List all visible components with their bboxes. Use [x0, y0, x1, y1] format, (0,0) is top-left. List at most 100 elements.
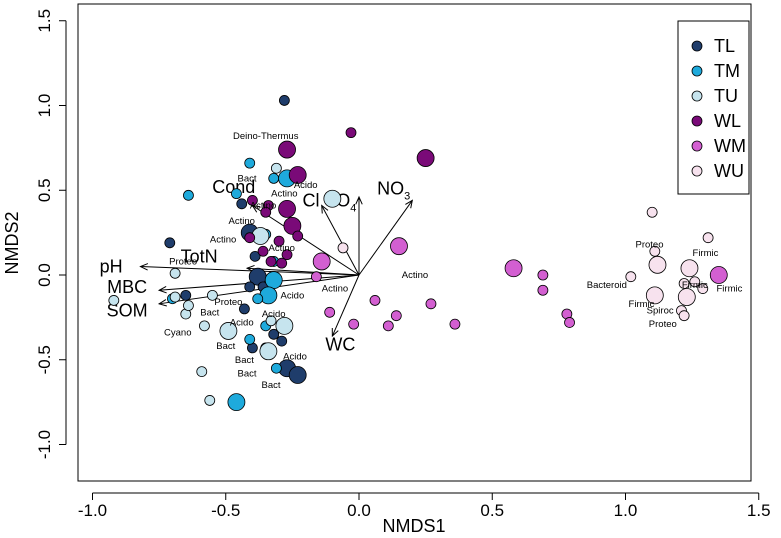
taxa-label: Acido	[262, 309, 286, 320]
point-tu	[199, 320, 210, 332]
vector-arrow	[252, 205, 360, 276]
point-tl	[268, 328, 280, 340]
vector-label-subscript: 3	[404, 191, 410, 203]
point-wu	[680, 259, 699, 278]
legend-swatch-wl	[691, 115, 703, 127]
point-tl	[236, 198, 248, 210]
legend-swatch-tm	[691, 65, 703, 77]
point-tu	[169, 291, 181, 303]
taxa-label: Firmic	[629, 299, 655, 310]
point-tu	[169, 267, 181, 279]
point-tm	[227, 393, 246, 412]
point-wm	[312, 252, 331, 271]
point-wu	[645, 286, 664, 305]
legend-label-tl: TL	[714, 36, 735, 56]
vector-arrowhead	[157, 299, 167, 307]
legend-label-wl: WL	[714, 111, 741, 131]
point-tl	[278, 95, 290, 106]
point-tm	[268, 172, 280, 184]
point-tm	[231, 188, 242, 200]
taxa-label: Actino	[269, 243, 295, 254]
point-wm	[709, 266, 728, 284]
taxa-label: Actino	[271, 189, 297, 200]
point-wl	[273, 235, 285, 247]
x-tick-label: 1.0	[614, 501, 638, 520]
x-tick-label: 0.0	[347, 501, 371, 520]
taxa-label: Acido	[283, 351, 307, 362]
vector-label-main: pH	[100, 257, 123, 277]
vector-label: pH	[100, 257, 123, 277]
point-wl	[283, 216, 302, 235]
point-wm	[310, 271, 322, 283]
point-wl	[260, 206, 272, 218]
taxa-label: Bact	[238, 173, 257, 184]
legend-swatch-wu	[691, 165, 703, 177]
y-tick-label: -0.5	[35, 345, 54, 374]
vector-arrow	[358, 200, 413, 276]
point-tm	[244, 157, 256, 169]
point-tl	[288, 366, 307, 384]
point-wm	[537, 269, 549, 281]
legend-label-tu: TU	[714, 86, 738, 106]
point-wm	[382, 320, 394, 332]
point-wu	[678, 310, 690, 322]
taxa-label: Acido	[230, 317, 254, 328]
vector-label: SOM	[107, 301, 148, 321]
taxa-label: Firmic	[717, 284, 743, 295]
taxa-label: Actino	[210, 234, 236, 245]
taxa-label: Actino	[402, 270, 428, 281]
vector-label: NO3	[377, 179, 410, 203]
point-wm	[369, 295, 381, 306]
point-wl	[278, 140, 296, 159]
taxa-label: Acido	[294, 180, 318, 191]
vector-label-main: NO	[377, 179, 404, 199]
point-wm	[324, 306, 336, 318]
vector-label-main: TotN	[181, 246, 218, 266]
point-tu	[259, 342, 278, 361]
point-tu	[196, 366, 208, 378]
taxa-label: Bact	[238, 368, 257, 379]
point-wl	[278, 199, 296, 218]
vector-label: TotN	[181, 246, 218, 266]
point-wm	[390, 237, 408, 256]
taxa-label: Bact	[200, 307, 219, 318]
y-tick-label: -1.0	[35, 430, 54, 459]
vector-arrow	[140, 266, 360, 276]
point-wl	[416, 149, 435, 167]
vector-label: MBC	[107, 277, 147, 297]
point-tu	[108, 295, 120, 306]
legend-swatch-wm	[691, 140, 703, 152]
point-tl	[239, 303, 250, 315]
point-tu	[323, 189, 342, 208]
taxa-label: Actino	[250, 201, 276, 212]
point-wu	[649, 245, 661, 257]
point-wu	[646, 206, 658, 218]
vector-arrow	[331, 274, 360, 337]
taxa-label: Proteo	[169, 256, 197, 267]
point-wl	[292, 230, 304, 242]
taxa-label: Bact	[216, 341, 235, 352]
taxa-label: Actino	[322, 284, 348, 295]
vector-label-subscript: 4	[350, 202, 356, 214]
x-axis-title: NMDS1	[382, 516, 445, 536]
point-tm	[183, 189, 194, 201]
vector-label-main: Cond	[212, 177, 255, 197]
point-tu	[265, 315, 277, 327]
taxa-label: Bact	[262, 380, 281, 391]
point-wu	[689, 276, 701, 288]
point-wm	[504, 259, 523, 278]
point-tu	[219, 322, 238, 340]
point-tm	[270, 362, 282, 374]
vector-arrowhead	[321, 204, 329, 214]
point-wm	[564, 317, 575, 328]
point-wl	[288, 166, 307, 184]
point-tl	[276, 335, 288, 347]
legend: TL TM TU WL WM WU	[677, 20, 750, 195]
taxa-label: Proteo	[214, 297, 242, 308]
vector-arrowhead	[405, 199, 414, 209]
point-tu	[204, 395, 216, 406]
taxa-label: Bacteroid	[587, 280, 627, 291]
point-wu	[702, 232, 714, 244]
sample-points	[108, 95, 728, 412]
taxa-label: Cyano	[164, 328, 191, 339]
